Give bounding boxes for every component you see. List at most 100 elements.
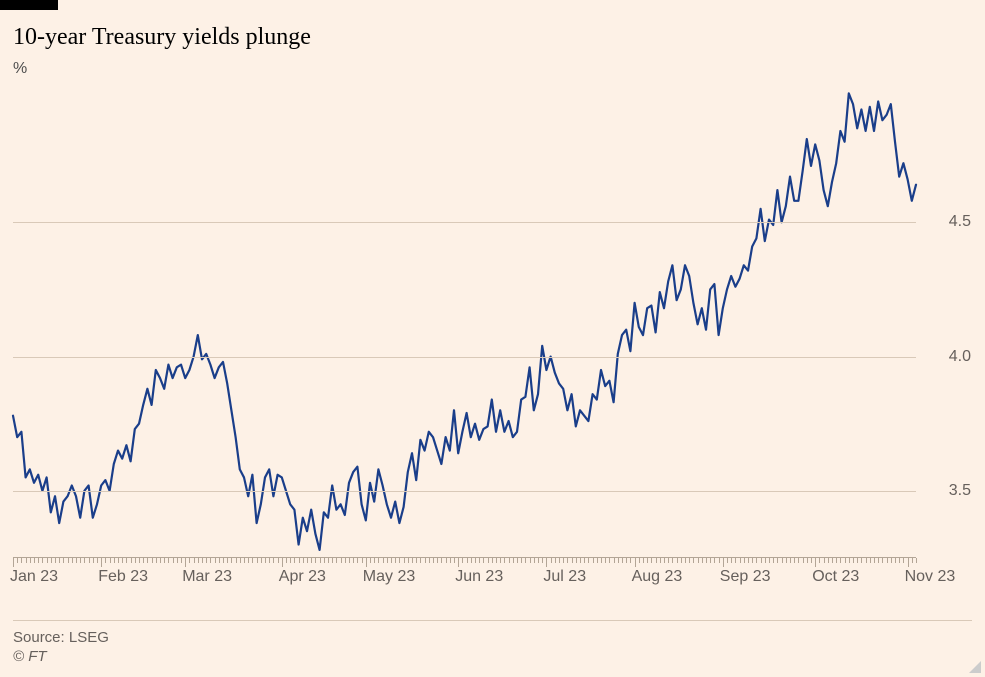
x-minor-tick bbox=[231, 558, 232, 563]
x-minor-tick bbox=[731, 558, 732, 563]
x-tick-label: Aug 23 bbox=[632, 568, 683, 586]
x-minor-tick bbox=[399, 558, 400, 563]
x-minor-tick bbox=[131, 558, 132, 563]
x-minor-tick bbox=[706, 558, 707, 563]
x-minor-tick bbox=[471, 558, 472, 563]
x-minor-tick bbox=[324, 558, 325, 563]
x-minor-tick bbox=[286, 558, 287, 563]
y-tick-label: 4.5 bbox=[949, 213, 971, 231]
x-minor-tick bbox=[257, 558, 258, 563]
chart-container: 10-year Treasury yields plunge % 3.54.04… bbox=[0, 0, 985, 677]
x-minor-tick bbox=[278, 558, 279, 563]
x-minor-tick bbox=[895, 558, 896, 563]
x-minor-tick bbox=[492, 558, 493, 563]
x-minor-tick bbox=[811, 558, 812, 563]
x-minor-tick bbox=[173, 558, 174, 563]
x-minor-tick bbox=[777, 558, 778, 563]
x-minor-tick bbox=[622, 558, 623, 563]
x-minor-tick bbox=[618, 558, 619, 563]
x-minor-tick bbox=[181, 558, 182, 563]
x-minor-tick bbox=[265, 558, 266, 563]
x-minor-tick bbox=[496, 558, 497, 563]
x-minor-tick bbox=[513, 558, 514, 563]
x-minor-tick bbox=[412, 558, 413, 563]
x-minor-tick bbox=[878, 558, 879, 563]
x-minor-tick bbox=[236, 558, 237, 563]
x-minor-tick bbox=[139, 558, 140, 563]
x-minor-tick bbox=[887, 558, 888, 563]
x-major-tick bbox=[366, 558, 367, 567]
x-minor-tick bbox=[307, 558, 308, 563]
x-major-tick bbox=[282, 558, 283, 567]
x-minor-tick bbox=[517, 558, 518, 563]
x-minor-tick bbox=[740, 558, 741, 563]
x-minor-tick bbox=[387, 558, 388, 563]
x-major-tick bbox=[546, 558, 547, 567]
x-minor-tick bbox=[668, 558, 669, 563]
x-minor-tick bbox=[332, 558, 333, 563]
x-minor-tick bbox=[576, 558, 577, 563]
x-minor-tick bbox=[807, 558, 808, 563]
x-minor-tick bbox=[702, 558, 703, 563]
x-minor-tick bbox=[311, 558, 312, 563]
x-minor-tick bbox=[861, 558, 862, 563]
x-axis-labels: Jan 23Feb 23Mar 23Apr 23May 23Jun 23Jul … bbox=[13, 568, 916, 592]
x-minor-tick bbox=[891, 558, 892, 563]
y-axis-unit-label: % bbox=[13, 60, 27, 78]
x-minor-tick bbox=[47, 558, 48, 563]
chart-title: 10-year Treasury yields plunge bbox=[13, 24, 311, 51]
x-minor-tick bbox=[845, 558, 846, 563]
x-tick-label: Nov 23 bbox=[905, 568, 956, 586]
x-minor-tick bbox=[299, 558, 300, 563]
x-minor-tick bbox=[341, 558, 342, 563]
x-minor-tick bbox=[744, 558, 745, 563]
x-minor-tick bbox=[416, 558, 417, 563]
x-minor-tick bbox=[118, 558, 119, 563]
x-minor-tick bbox=[483, 558, 484, 563]
x-minor-tick bbox=[152, 558, 153, 563]
x-minor-tick bbox=[198, 558, 199, 563]
x-minor-tick bbox=[51, 558, 52, 563]
x-minor-tick bbox=[664, 558, 665, 563]
x-minor-tick bbox=[912, 558, 913, 563]
x-minor-tick bbox=[450, 558, 451, 563]
x-minor-tick bbox=[248, 558, 249, 563]
x-minor-tick bbox=[903, 558, 904, 563]
x-minor-tick bbox=[210, 558, 211, 563]
x-minor-tick bbox=[420, 558, 421, 563]
x-minor-tick bbox=[202, 558, 203, 563]
x-minor-tick bbox=[832, 558, 833, 563]
x-major-tick bbox=[723, 558, 724, 567]
x-minor-tick bbox=[656, 558, 657, 563]
x-minor-tick bbox=[383, 558, 384, 563]
x-minor-tick bbox=[114, 558, 115, 563]
x-minor-tick bbox=[168, 558, 169, 563]
x-minor-tick bbox=[370, 558, 371, 563]
x-major-tick bbox=[815, 558, 816, 567]
x-minor-tick bbox=[425, 558, 426, 563]
source-text: Source: LSEG bbox=[13, 629, 972, 646]
x-minor-tick bbox=[122, 558, 123, 563]
yield-line bbox=[13, 93, 916, 550]
x-minor-tick bbox=[874, 558, 875, 563]
x-minor-tick bbox=[790, 558, 791, 563]
x-minor-tick bbox=[97, 558, 98, 563]
x-minor-tick bbox=[714, 558, 715, 563]
x-minor-tick bbox=[475, 558, 476, 563]
resize-handle-icon[interactable] bbox=[969, 661, 981, 673]
x-minor-tick bbox=[467, 558, 468, 563]
x-minor-tick bbox=[206, 558, 207, 563]
x-minor-tick bbox=[72, 558, 73, 563]
x-major-tick bbox=[458, 558, 459, 567]
x-minor-tick bbox=[177, 558, 178, 563]
x-minor-tick bbox=[630, 558, 631, 563]
x-minor-tick bbox=[63, 558, 64, 563]
x-tick-label: May 23 bbox=[363, 568, 415, 586]
x-minor-tick bbox=[454, 558, 455, 563]
x-minor-tick bbox=[479, 558, 480, 563]
x-minor-tick bbox=[395, 558, 396, 563]
x-minor-tick bbox=[189, 558, 190, 563]
x-minor-tick bbox=[836, 558, 837, 563]
x-minor-tick bbox=[769, 558, 770, 563]
x-minor-tick bbox=[563, 558, 564, 563]
